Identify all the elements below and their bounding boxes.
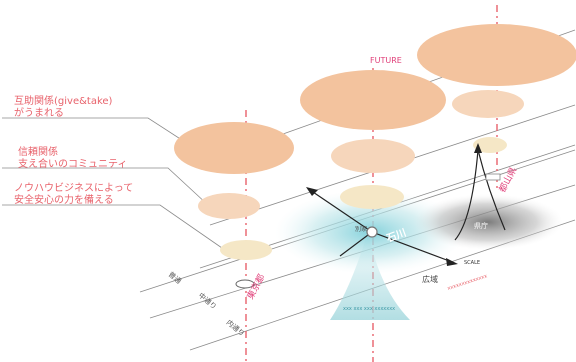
tokyo-marker [235,279,255,289]
ellipse-c3-mid [452,90,524,118]
arrow-head-up-icon [474,143,482,153]
street-2-label: 中通り [197,291,219,311]
note-trust-line2: 支え合いのコミュニティ [18,157,127,170]
scale-axis-label: SCALE [464,260,480,266]
note-give-take-line2: がうまれる [14,106,64,119]
ellipse-c2-small [340,185,404,209]
arrow-head-right-icon [446,258,458,266]
note-knowhow-line2: 安全安心の力を備える [14,193,114,206]
callout-leaders [2,117,223,249]
arrow-head-left-icon [306,187,318,196]
ellipse-c3-large [417,24,576,86]
scale-arrows [309,149,506,263]
gray-cloud [413,194,563,250]
blue-caption: xxx xxx xxx xxxxxxx [343,306,395,312]
ellipse-c1-mid [198,193,260,219]
ellipse-c3-small [473,137,507,153]
ellipse-c1-large [174,122,294,174]
street-1-label: 普通 [167,270,184,286]
gray-cloud-label: 県庁 [474,221,488,230]
wide-area-label: 広域 [422,274,438,284]
ellipse-c1-small [220,240,272,260]
ellipse-c2-mid [331,139,415,173]
note-give-take-line1: 互助関係(give&take) [14,94,113,107]
note-knowhow-line1: ノウハウビジネスによって [14,182,133,194]
note-trust-line1: 信頼関係 [18,146,58,158]
hub-small-label: 別家 [355,225,367,233]
teal-cone [330,232,410,320]
future-label: FUTURE [370,56,402,65]
aomori-marker [485,173,501,181]
hub-marker [366,226,378,238]
ellipse-c2-large [300,70,446,130]
red-caption: xxxxxxxxxxxxxx [447,273,488,292]
